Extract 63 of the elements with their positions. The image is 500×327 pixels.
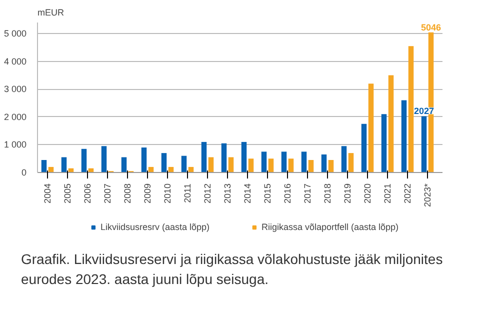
x-tick-label: 2015 — [262, 183, 272, 204]
bar — [241, 142, 247, 172]
bar — [341, 146, 347, 172]
bar — [61, 157, 67, 172]
x-tick-label: 2004 — [42, 183, 52, 204]
bar — [321, 154, 327, 172]
bar — [388, 75, 394, 172]
bar — [161, 153, 167, 172]
bar — [208, 157, 214, 172]
bar — [81, 148, 87, 172]
x-tick-label: 2007 — [102, 183, 112, 204]
x-tick-label: 2009 — [142, 183, 152, 204]
y-tick-label: 1 000 — [4, 140, 27, 150]
y-tick-label: 0 — [21, 168, 27, 178]
bar — [221, 143, 227, 172]
legend-label: Riigikassa võlaportfell (aasta lõpp) — [261, 222, 399, 232]
bar — [181, 156, 187, 172]
x-tick-label: 2016 — [282, 183, 292, 204]
x-tick-label: 2023* — [422, 183, 432, 208]
bar — [361, 124, 367, 172]
data-label: 2027 — [414, 106, 434, 116]
bar — [288, 158, 294, 172]
x-tick-label: 2010 — [162, 183, 172, 204]
bar — [41, 160, 47, 172]
bar — [381, 114, 387, 172]
bar — [141, 148, 147, 172]
bar — [368, 84, 374, 172]
y-tick-label: 4 000 — [4, 56, 27, 66]
x-tick-label: 2018 — [322, 183, 332, 204]
text: Graafik. Likviidsusreservi ja riigikassa võlakohustuste jääk miljonites eurodes 2023. aasta juuni lõpu seisuga. — [21, 250, 444, 290]
bar — [248, 158, 254, 172]
y-tick-label: 3 000 — [4, 84, 27, 94]
data-label: 5046 — [420, 22, 442, 32]
x-tick-label: 2013 — [222, 183, 232, 204]
x-tick-label: 2014 — [242, 183, 252, 204]
bar — [401, 100, 407, 172]
x-tick-label: 2011 — [182, 183, 192, 203]
x-tick-label: 2022 — [402, 183, 412, 204]
x-tick-label: 2021 — [382, 183, 392, 204]
x-tick-label: 2005 — [62, 183, 72, 204]
x-tick-label: 2019 — [342, 183, 352, 204]
bar — [268, 158, 274, 172]
x-tick-label: 2008 — [122, 183, 132, 204]
bar — [348, 153, 354, 172]
bar — [228, 157, 234, 172]
bar — [261, 152, 267, 172]
x-tick-label: 2020 — [362, 183, 372, 204]
x-tick-label: 2017 — [302, 183, 312, 204]
bar — [101, 146, 107, 172]
bar — [421, 116, 427, 172]
bar — [281, 152, 287, 172]
y-tick-label: 5 000 — [4, 28, 27, 39]
bar — [308, 160, 314, 172]
x-tick-label: 2006 — [82, 183, 92, 204]
bar — [328, 160, 334, 172]
bar — [408, 46, 414, 172]
y-tick-label: 2 000 — [4, 112, 27, 122]
x-tick-label: 2012 — [202, 183, 212, 204]
bar — [301, 152, 307, 172]
legend-label: Likviidsusresrv (aasta lõpp) — [100, 222, 210, 232]
y-axis-title: mEUR — [38, 8, 64, 18]
bar — [121, 157, 127, 172]
bar — [201, 142, 207, 172]
